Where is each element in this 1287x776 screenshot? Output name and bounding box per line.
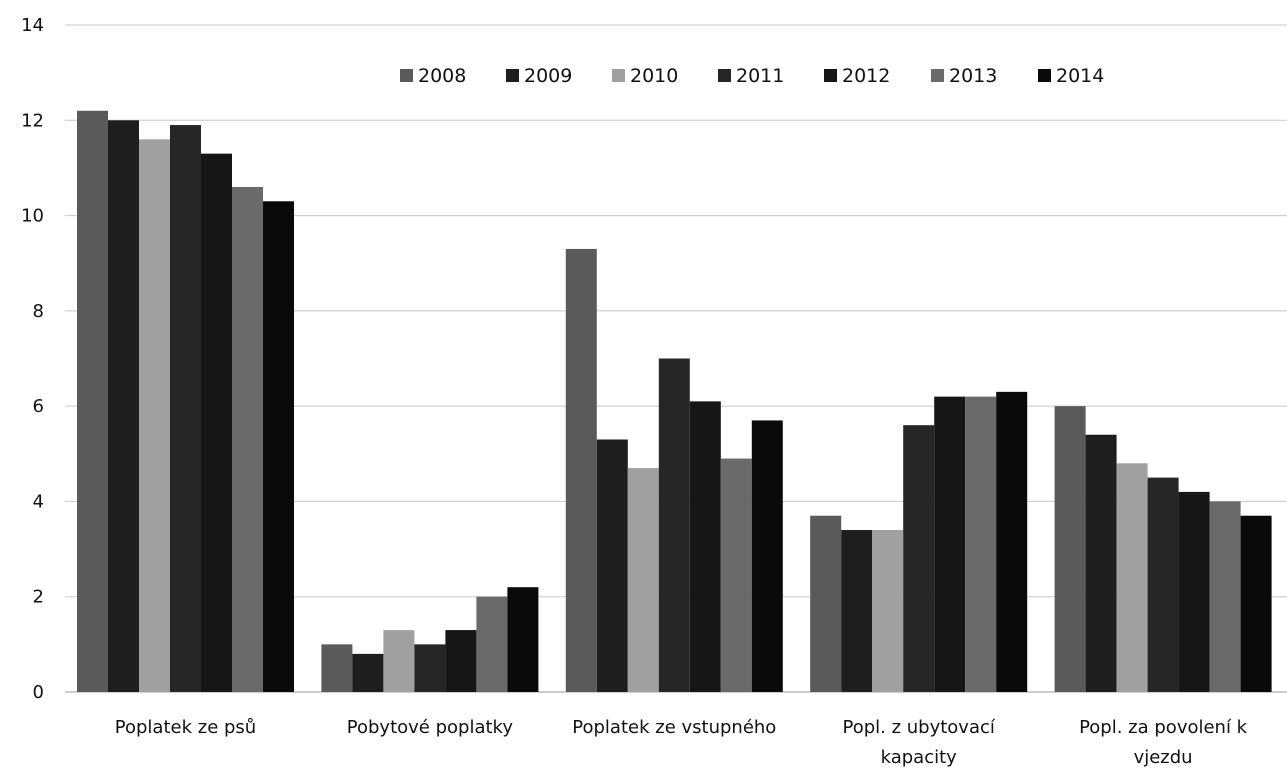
y-tick-label: 0 [33, 682, 44, 703]
bar-2011-cat-3 [903, 425, 935, 692]
y-tick-label: 4 [33, 491, 44, 512]
x-category-label: Poplatek ze psů [115, 717, 256, 738]
y-tick-label: 12 [21, 110, 44, 131]
bar-2012-cat-4 [1178, 491, 1210, 692]
legend-label-2014: 2014 [1056, 65, 1104, 87]
bar-2010-cat-3 [872, 530, 904, 692]
y-tick-label: 14 [21, 15, 44, 36]
bar-2012-cat-3 [934, 396, 966, 692]
bar-2014-cat-2 [751, 420, 783, 692]
bar-2012-cat-2 [689, 401, 721, 692]
bar-2014-cat-0 [263, 201, 294, 692]
legend: 2008 2009 2010 2011 2012 2013 2014 [400, 65, 1104, 87]
bar-2014-cat-4 [1240, 515, 1272, 692]
bar-2011-cat-0 [170, 125, 201, 693]
bar-2010-cat-2 [627, 468, 659, 692]
bar-2012-cat-0 [201, 153, 232, 692]
y-tick-label: 6 [33, 396, 44, 417]
bar-2013-cat-3 [965, 396, 997, 692]
legend-label-2012: 2012 [842, 65, 890, 87]
legend-swatch-2011 [718, 69, 731, 82]
y-tick-label: 8 [33, 301, 44, 322]
legend-swatch-2013 [931, 69, 944, 82]
x-category-label: Pobytové poplatky [347, 717, 514, 738]
bar-2012-cat-1 [445, 630, 477, 692]
x-axis: Poplatek ze psů Pobytové poplatky Poplatek… [115, 717, 1248, 768]
bar-2008-cat-4 [1054, 406, 1086, 692]
legend-swatch-2012 [824, 69, 837, 82]
bar-2008-cat-2 [565, 248, 597, 692]
y-tick-label: 10 [21, 206, 44, 227]
x-category-label: kapacity [881, 747, 958, 768]
bar-2010-cat-4 [1116, 463, 1148, 692]
legend-swatch-2010 [612, 69, 625, 82]
legend-label-2010: 2010 [630, 65, 678, 87]
y-tick-label: 2 [33, 587, 44, 608]
x-category-label: vjezdu [1134, 747, 1193, 768]
y-axis: 0 2 4 6 8 10 12 14 [21, 15, 44, 703]
legend-label-2008: 2008 [418, 65, 466, 87]
bar-2013-cat-2 [720, 458, 752, 692]
bar-2008-cat-1 [321, 644, 353, 692]
legend-label-2011: 2011 [736, 65, 784, 87]
bar-2013-cat-0 [232, 186, 263, 692]
x-category-label: Popl. za povolení k [1079, 717, 1248, 738]
x-category-label: Popl. z ubytovací [842, 717, 995, 738]
bar-2011-cat-2 [658, 358, 690, 692]
bar-2008-cat-3 [810, 515, 842, 692]
bar-series [77, 110, 1272, 693]
bar-2013-cat-4 [1209, 501, 1241, 692]
bar-2008-cat-0 [77, 110, 108, 692]
bar-2009-cat-0 [108, 120, 139, 693]
bar-2009-cat-3 [841, 530, 873, 692]
legend-label-2013: 2013 [949, 65, 997, 87]
bar-2011-cat-1 [414, 644, 446, 692]
bar-2010-cat-0 [139, 139, 170, 693]
bar-2014-cat-3 [996, 391, 1028, 692]
legend-label-2009: 2009 [524, 65, 572, 87]
bar-2013-cat-1 [476, 596, 508, 692]
legend-swatch-2009 [506, 69, 519, 82]
bar-2014-cat-1 [507, 587, 539, 692]
bar-2009-cat-2 [596, 439, 628, 692]
legend-swatch-2008 [400, 69, 413, 82]
bar-2011-cat-4 [1147, 477, 1179, 692]
x-category-label: Poplatek ze vstupného [572, 717, 776, 738]
legend-swatch-2014 [1038, 69, 1051, 82]
bar-2009-cat-1 [352, 653, 384, 692]
bar-2010-cat-1 [383, 630, 415, 692]
bar-2009-cat-4 [1085, 434, 1117, 692]
